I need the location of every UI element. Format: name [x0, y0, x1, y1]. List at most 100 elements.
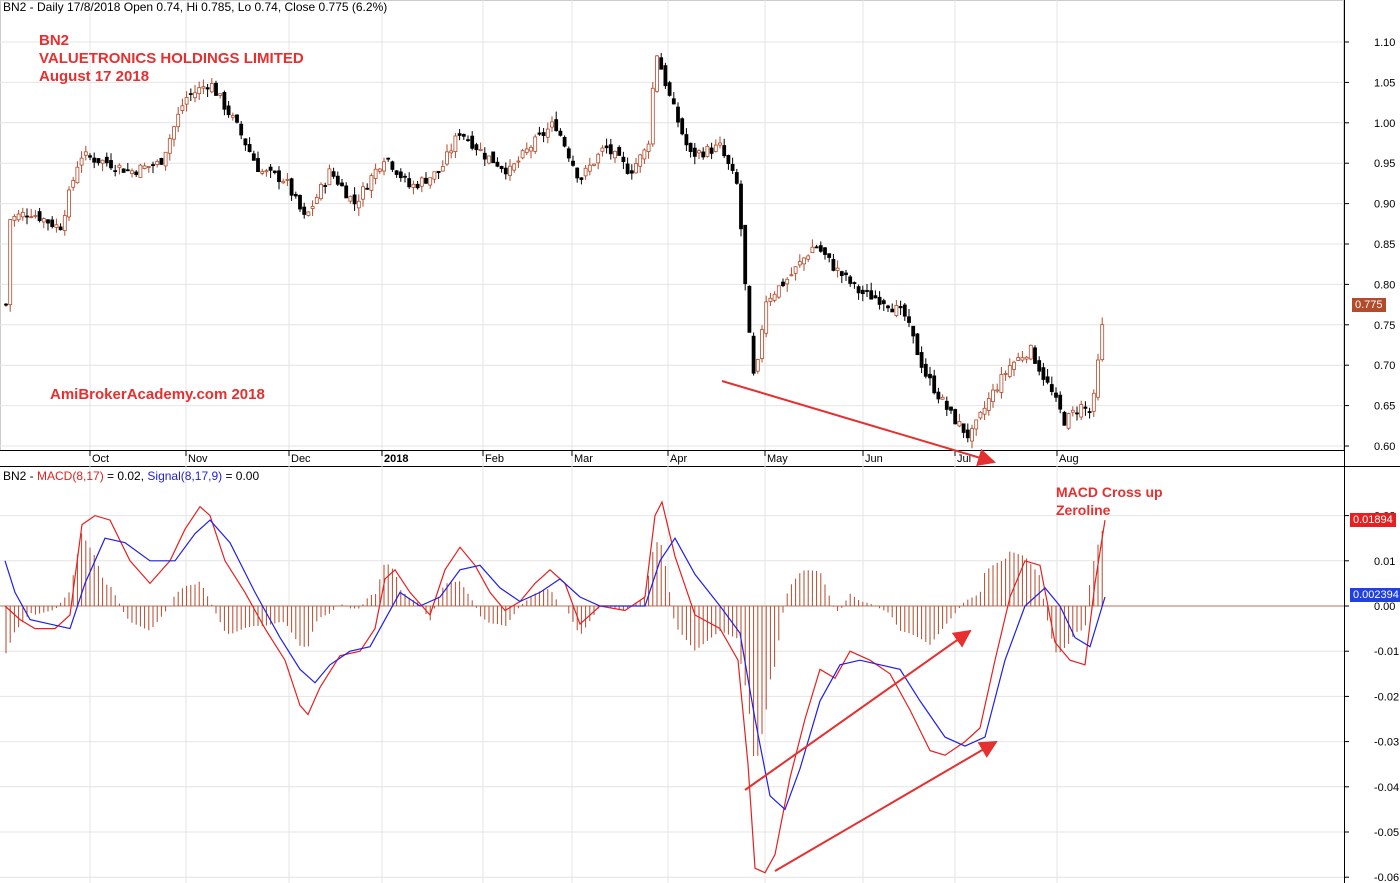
- candle-up: [587, 164, 592, 172]
- candle-up: [67, 189, 71, 218]
- candle-down: [1087, 411, 1092, 413]
- candle-down: [898, 306, 903, 309]
- candle-up: [487, 155, 491, 164]
- candle-down: [335, 175, 340, 185]
- candle-up: [260, 171, 265, 174]
- candle-up: [75, 166, 80, 184]
- candle-down: [886, 305, 890, 309]
- candle-up: [755, 359, 760, 372]
- candle-down: [629, 170, 634, 174]
- macd-note-line1: MACD Cross up: [1056, 484, 1163, 500]
- candle-down: [932, 375, 937, 394]
- candle-down: [667, 82, 672, 96]
- candle-down: [953, 409, 958, 425]
- candle-up: [650, 87, 655, 145]
- x-tick-label: Nov: [188, 453, 208, 465]
- signal-value-tag: 0.002394: [1350, 588, 1400, 602]
- candle-up: [218, 93, 223, 96]
- candle-up: [356, 200, 361, 209]
- price-tick-label: 1.00: [1374, 118, 1395, 130]
- candle-up: [533, 136, 538, 152]
- candle-down: [352, 194, 357, 205]
- candle-down: [188, 93, 193, 95]
- candle-up: [33, 215, 38, 217]
- candle-up: [281, 180, 286, 184]
- candlestick-series: [4, 52, 1105, 449]
- candle-up: [1070, 409, 1075, 413]
- candle-up: [310, 206, 315, 209]
- candle-down: [1054, 392, 1058, 398]
- candle-up: [314, 197, 319, 204]
- candle-down: [289, 178, 294, 196]
- candle-up: [957, 421, 962, 427]
- candle-down: [226, 105, 231, 116]
- candle-down: [25, 215, 29, 218]
- candle-up: [449, 150, 454, 154]
- candle-up: [634, 163, 638, 174]
- candle-down: [839, 271, 844, 277]
- title-company: VALUETRONICS HOLDINGS LIMITED: [39, 50, 304, 67]
- x-tick-label: Jun: [865, 453, 883, 465]
- price-divergence-arrow: [721, 380, 996, 467]
- candle-up: [432, 171, 437, 180]
- candle-up: [1020, 357, 1025, 361]
- x-axis-labels: Oct Nov Dec 2018 Feb Mar Apr May Jun Jul Aug: [89, 450, 1079, 465]
- candle-up: [995, 389, 1000, 392]
- candle-down: [344, 185, 349, 199]
- macd-tick-label: -0.03: [1374, 737, 1399, 749]
- candle-up: [163, 151, 168, 167]
- candle-up: [411, 183, 416, 188]
- candle-up: [764, 301, 769, 334]
- candle-down: [860, 289, 865, 295]
- candle-down: [726, 155, 731, 164]
- candle-down: [604, 145, 609, 149]
- candle-down: [1062, 411, 1067, 426]
- candle-down: [134, 171, 139, 175]
- x-tick-label: Oct: [92, 453, 109, 465]
- macd-header-label: MACD(8,17): [37, 469, 104, 483]
- candle-down: [251, 153, 256, 161]
- candle-up: [797, 261, 802, 266]
- candle-down: [407, 178, 412, 188]
- candle-up: [705, 145, 710, 157]
- candle-down: [1041, 367, 1046, 380]
- candle-up: [167, 138, 172, 154]
- candle-up: [970, 428, 974, 442]
- macd-tick-label: -0.05: [1374, 827, 1399, 839]
- candle-down: [818, 245, 823, 252]
- macd-y-axis-labels: -0.06 -0.05 -0.04 -0.03 -0.02 -0.01 0.00 0.01 0.…: [1344, 511, 1399, 883]
- macd-tick-label: -0.04: [1374, 782, 1399, 794]
- candle-down: [608, 144, 613, 155]
- candle-down: [680, 118, 685, 135]
- candle-up: [285, 179, 290, 181]
- candle-down: [436, 170, 441, 174]
- macd-cross-note: MACD Cross up Zeroline: [1056, 483, 1163, 519]
- candle-down: [663, 65, 668, 87]
- candle-down: [911, 325, 916, 337]
- candle-down: [495, 161, 500, 167]
- candle-up: [184, 97, 189, 105]
- candle-up: [600, 147, 605, 152]
- candle-up: [197, 87, 202, 95]
- candle-down: [701, 151, 706, 158]
- candle-down: [1045, 376, 1050, 383]
- candle-up: [377, 168, 382, 172]
- candle-down: [386, 157, 391, 160]
- candle-down: [562, 136, 567, 147]
- candle-up: [41, 218, 46, 223]
- candle-down: [104, 156, 109, 164]
- macd-tick-label: -0.06: [1374, 872, 1399, 883]
- candle-down: [415, 183, 420, 189]
- candle-up: [760, 329, 764, 359]
- candle-up: [8, 219, 13, 306]
- x-tick-label: Feb: [485, 453, 504, 465]
- candle-down: [739, 183, 743, 230]
- candle-up: [508, 165, 512, 176]
- candle-up: [516, 160, 521, 163]
- candle-up: [440, 166, 445, 172]
- candle-down: [890, 308, 895, 313]
- x-tick-label: Aug: [1059, 453, 1079, 465]
- candle-down: [865, 290, 869, 292]
- candle-down: [747, 285, 752, 333]
- candle-down: [96, 158, 101, 164]
